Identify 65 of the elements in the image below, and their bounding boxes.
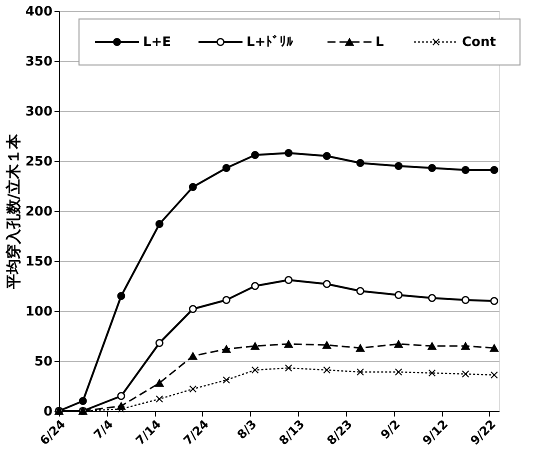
point — [462, 296, 470, 304]
point — [251, 366, 259, 374]
point — [222, 164, 230, 172]
point — [356, 159, 364, 167]
point — [117, 292, 126, 300]
point — [250, 342, 260, 350]
point — [189, 385, 197, 393]
point — [356, 344, 365, 352]
point — [284, 340, 293, 348]
point — [155, 220, 164, 228]
point — [78, 397, 87, 405]
point — [490, 371, 498, 379]
y-tick-label: 250 — [25, 154, 52, 170]
point — [490, 344, 499, 352]
y-tick-label: 200 — [25, 204, 52, 220]
point — [222, 345, 231, 353]
legend-label: Cont — [462, 35, 496, 50]
point — [356, 287, 364, 295]
point — [428, 342, 436, 350]
point — [428, 294, 436, 302]
point — [155, 379, 164, 387]
x-tick-label: 8/3 — [234, 417, 260, 442]
point — [394, 291, 403, 299]
x-tick-label: 7/4 — [90, 417, 116, 442]
y-tick-label: 50 — [34, 354, 52, 370]
y-tick-label: 100 — [25, 304, 52, 320]
point — [394, 368, 402, 376]
point — [356, 368, 364, 376]
point — [117, 392, 126, 400]
point — [222, 296, 230, 304]
y-tick-label: 400 — [25, 4, 52, 20]
point — [251, 282, 260, 290]
point — [322, 280, 331, 288]
y-tick-label: 350 — [25, 54, 52, 70]
legend-label: L — [376, 35, 384, 50]
point — [461, 342, 470, 350]
point — [394, 162, 403, 170]
point — [322, 341, 332, 349]
point — [156, 395, 164, 403]
point — [322, 152, 331, 160]
point — [188, 352, 198, 360]
point — [155, 339, 164, 347]
legend-label: L+E — [143, 35, 172, 50]
point — [323, 366, 330, 374]
point — [118, 405, 125, 413]
point — [284, 149, 293, 157]
point — [462, 166, 470, 174]
point — [462, 370, 470, 378]
point — [428, 164, 436, 172]
y-tick-label: 150 — [25, 254, 52, 270]
y-axis-title: 平均穿入孔数/立木１本 — [4, 132, 22, 290]
legend-label: L+ﾄﾞﾘﾙ — [246, 34, 294, 50]
point — [251, 151, 260, 159]
point — [188, 305, 197, 313]
point — [394, 340, 403, 348]
point — [188, 183, 197, 191]
y-tick-label: 300 — [25, 104, 52, 120]
point — [222, 376, 230, 384]
point — [490, 297, 498, 305]
x-tick-label: 9/2 — [378, 417, 403, 442]
y-tick-label: 0 — [43, 404, 52, 420]
point — [490, 166, 498, 174]
point — [284, 364, 292, 372]
point — [428, 369, 436, 377]
point — [284, 276, 293, 284]
